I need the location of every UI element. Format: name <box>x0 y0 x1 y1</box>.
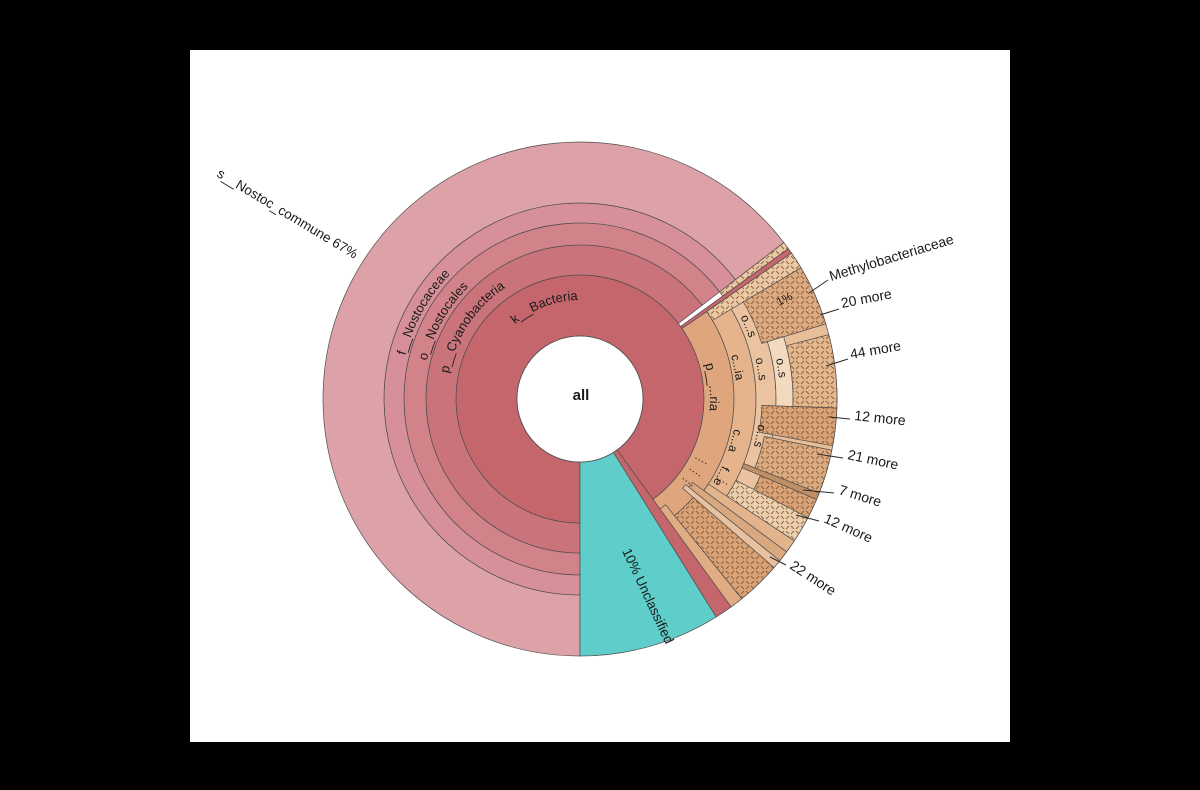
wedge-more-22-wedge-hatch <box>674 497 774 599</box>
wedge-more-12b-wedge-hatch <box>726 480 808 541</box>
wedge-more-12a-wedge-hatch <box>758 405 837 446</box>
wedge-nostoc-commune-ring[interactable] <box>322 141 785 657</box>
wedge-more-7-wedge-hatch <box>753 475 817 518</box>
wedge-dark-sliver[interactable] <box>741 463 820 500</box>
callout-7-more-leader <box>802 489 835 494</box>
wedge-methylobacteriaceae-wedge-hatch <box>706 253 801 321</box>
callout-12-more-a[interactable]: 12 more <box>854 407 907 428</box>
wedge-more-21-wedge-hatch <box>754 436 832 494</box>
wedge-more-20-wedge-hatch <box>743 267 826 344</box>
ring-label-p-truncated: p__...ria <box>702 361 722 412</box>
ring-label-c-truncated-1: c...ia <box>728 353 747 381</box>
ring-label-o-truncated-2: o...s <box>752 356 770 381</box>
callout-21-more-leader <box>816 453 844 459</box>
center-label: all <box>573 387 590 404</box>
callout-44-more-leader <box>825 358 849 367</box>
ring-label-c-truncated-2: c...a <box>725 428 745 454</box>
center-hole[interactable] <box>516 335 644 463</box>
callout-20-more-leader <box>819 308 840 316</box>
callout-methylobacteriaceae-leader <box>808 279 829 294</box>
wedge-more-44-wedge-hatch <box>786 334 837 408</box>
callout-12-more-b-leader <box>795 514 820 522</box>
ring-label-o-truncated-3: o..s <box>773 357 790 378</box>
wedge-phyla-sliver-3[interactable] <box>682 484 781 568</box>
wedge-collapsed-sliver-top-hatch <box>719 242 789 297</box>
callout-12-more-a-leader <box>828 416 851 420</box>
callout-22-more-leader <box>769 556 787 566</box>
